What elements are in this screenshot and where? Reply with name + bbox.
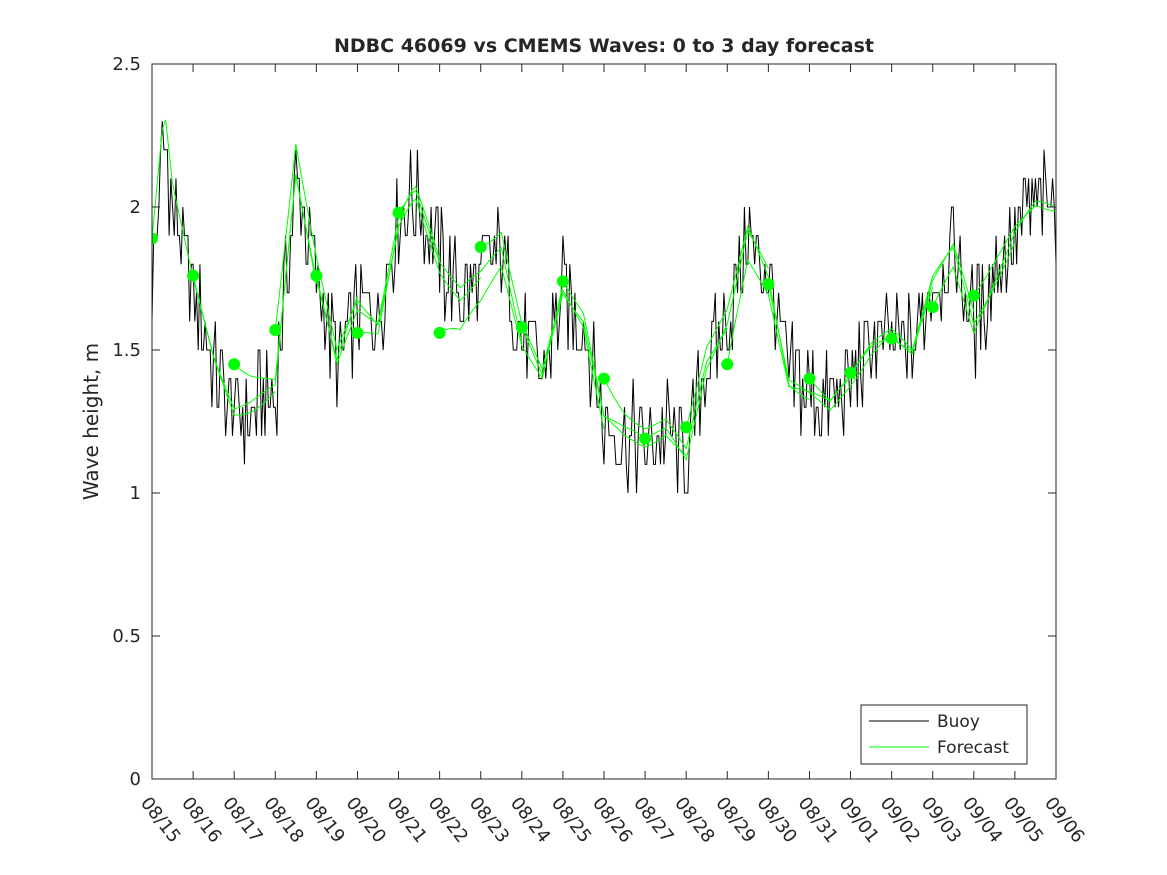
legend-box xyxy=(860,704,1028,765)
data-layer xyxy=(152,119,1056,494)
forecast-init-marker xyxy=(885,332,898,345)
y-tick-label: 0.5 xyxy=(112,626,141,647)
forecast-line xyxy=(562,281,687,456)
plot-area xyxy=(152,64,1056,779)
forecast-init-marker xyxy=(803,372,816,385)
y-tick-label: 0 xyxy=(130,769,141,790)
forecast-init-marker xyxy=(269,323,282,336)
forecast-init-marker xyxy=(926,301,939,314)
forecast-line xyxy=(644,229,769,461)
forecast-line xyxy=(603,328,728,451)
forecast-line xyxy=(891,241,1016,352)
chart-title: NDBC 46069 vs CMEMS Waves: 0 to 3 day fo… xyxy=(334,35,874,57)
forecast-init-marker xyxy=(680,421,693,434)
forecast-init-marker xyxy=(474,241,487,254)
forecast-init-marker xyxy=(310,269,323,282)
forecast-line xyxy=(357,198,482,335)
forecast-init-marker xyxy=(598,372,610,385)
buoy-line xyxy=(152,121,1056,494)
y-axis-label: Wave height, m xyxy=(79,343,103,500)
forecast-init-marker xyxy=(152,232,158,245)
forecast-init-marker xyxy=(721,358,734,371)
y-tick-label: 1 xyxy=(130,483,141,504)
forecast-init-marker xyxy=(351,326,364,339)
forecast-init-marker xyxy=(228,358,241,371)
forecast-init-marker xyxy=(762,278,775,291)
forecast-line xyxy=(521,292,646,439)
forecast-line xyxy=(192,174,317,410)
forecast-init-marker xyxy=(515,321,528,334)
forecast-line xyxy=(973,205,1056,296)
forecast-line xyxy=(726,259,851,403)
forecast-init-marker xyxy=(967,289,980,302)
forecast-line xyxy=(850,242,975,374)
forecast-line xyxy=(932,200,1056,335)
legend-buoy-label: Buoy xyxy=(937,712,980,732)
forecast-init-marker xyxy=(556,275,569,288)
y-tick-label: 2 xyxy=(130,197,141,218)
forecast-line xyxy=(439,264,564,380)
legend-forecast-label: Forecast xyxy=(937,738,1009,758)
forecast-line xyxy=(274,143,400,351)
forecast-line xyxy=(767,284,893,412)
forecast-line xyxy=(233,175,358,380)
y-tick-label: 2.5 xyxy=(112,54,141,75)
forecast-init-marker xyxy=(187,269,200,282)
forecast-init-marker xyxy=(639,432,652,445)
forecast-init-marker xyxy=(844,366,857,379)
forecast-init-marker xyxy=(433,326,446,339)
forecast-line xyxy=(480,231,605,430)
forecast-line xyxy=(398,190,523,343)
y-tick-label: 1.5 xyxy=(112,340,141,361)
forecast-init-marker xyxy=(392,206,405,219)
legend: Buoy Forecast xyxy=(860,704,1028,765)
forecast-line xyxy=(315,185,441,366)
